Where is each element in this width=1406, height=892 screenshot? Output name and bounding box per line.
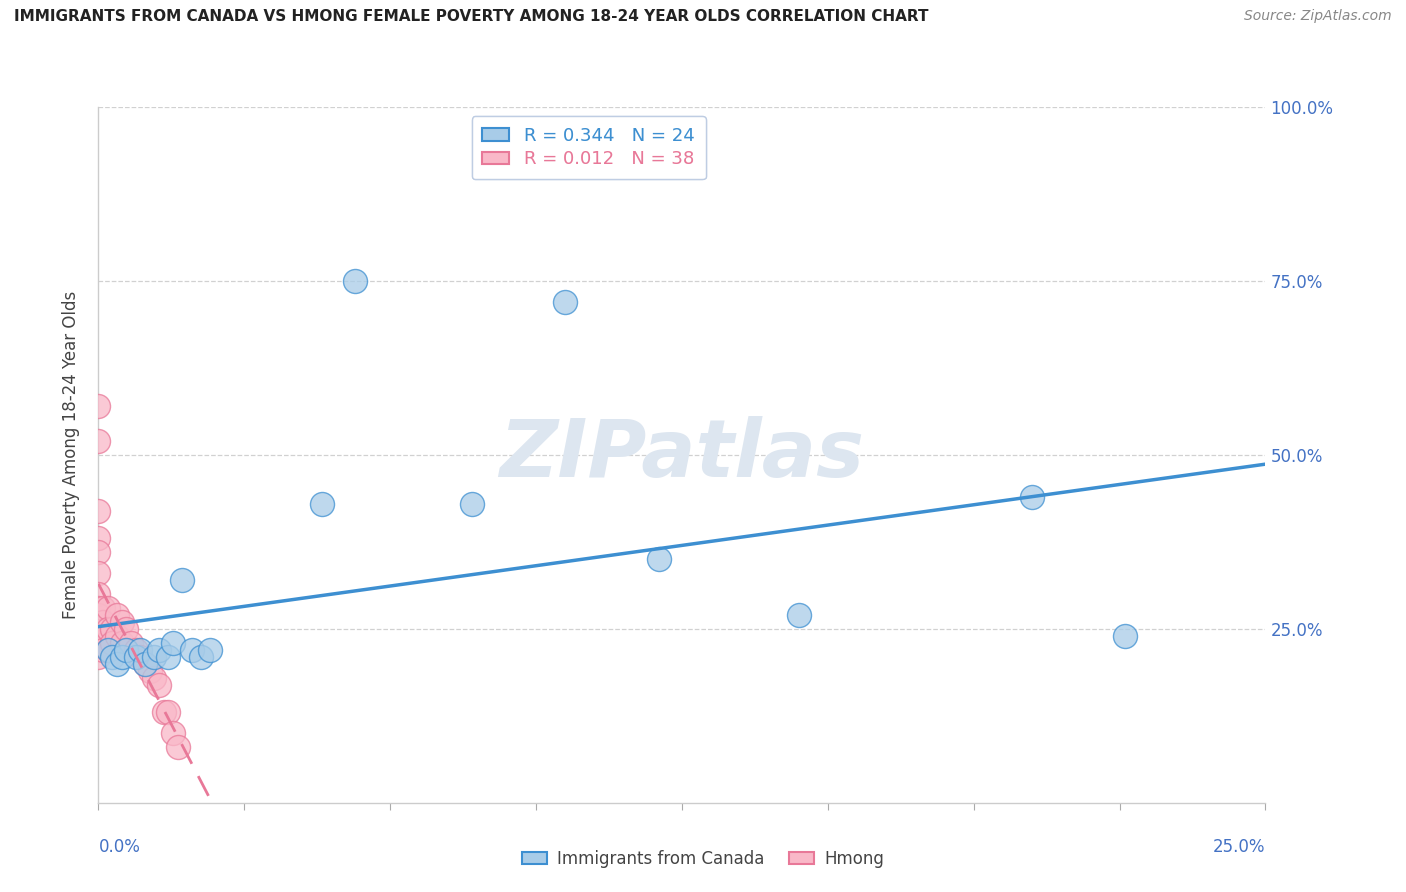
Point [87,545,110,559]
Point [111,636,134,650]
Point [87,622,110,636]
Point [139,664,162,678]
Point [87,607,110,622]
Text: 25.0%: 25.0% [1213,838,1265,856]
Point [87,399,110,413]
Text: IMMIGRANTS FROM CANADA VS HMONG FEMALE POVERTY AMONG 18-24 YEAR OLDS CORRELATION: IMMIGRANTS FROM CANADA VS HMONG FEMALE P… [14,9,928,24]
Point [87,601,110,615]
Point [105,657,128,671]
Point [1114,629,1136,643]
Point [91,615,114,629]
Point [461,497,484,511]
Point [120,636,142,650]
Point [311,497,333,511]
Point [101,636,124,650]
Legend: Immigrants from Canada, Hmong: Immigrants from Canada, Hmong [515,844,891,875]
Point [87,636,110,650]
Point [134,657,156,671]
Point [115,642,138,657]
Point [101,622,124,636]
Point [344,274,367,288]
Legend: R = 0.344   N = 24, R = 0.012   N = 38: R = 0.344 N = 24, R = 0.012 N = 38 [471,116,706,179]
Point [97,601,120,615]
Point [554,294,576,309]
Point [87,587,110,601]
Point [143,649,166,664]
Point [148,677,170,691]
Point [87,434,110,448]
Text: ZIPatlas: ZIPatlas [499,416,865,494]
Y-axis label: Female Poverty Among 18-24 Year Olds: Female Poverty Among 18-24 Year Olds [62,291,80,619]
Point [111,649,134,664]
Point [101,649,124,664]
Point [162,636,184,650]
Point [115,642,138,657]
Text: 0.0%: 0.0% [98,838,141,856]
Point [200,642,222,657]
Point [97,622,120,636]
Point [129,642,152,657]
Point [105,629,128,643]
Point [87,532,110,546]
Point [172,573,194,587]
Point [111,615,134,629]
Point [91,629,114,643]
Point [91,601,114,615]
Point [190,649,212,664]
Point [91,642,114,657]
Point [115,622,138,636]
Point [87,649,110,664]
Point [152,706,174,720]
Point [647,552,669,566]
Point [166,740,188,755]
Point [157,649,180,664]
Point [97,642,120,657]
Point [125,642,148,657]
Point [97,642,120,657]
Point [105,607,128,622]
Point [87,503,110,517]
Point [125,649,148,664]
Point [157,706,180,720]
Point [134,657,156,671]
Point [787,607,810,622]
Point [129,649,152,664]
Point [180,642,202,657]
Point [162,726,184,740]
Text: Source: ZipAtlas.com: Source: ZipAtlas.com [1244,9,1392,23]
Point [143,671,166,685]
Point [1021,490,1043,504]
Point [87,566,110,581]
Point [148,642,170,657]
